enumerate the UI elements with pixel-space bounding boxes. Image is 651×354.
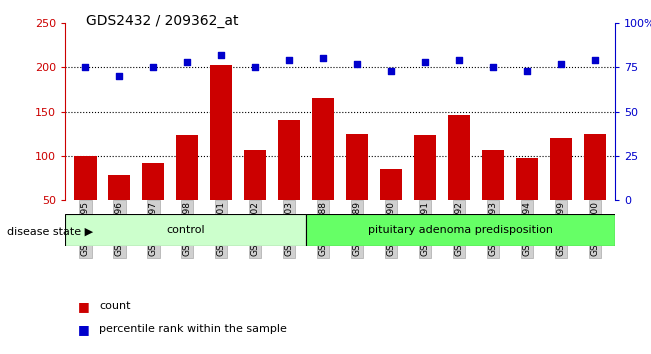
Point — [420, 59, 430, 65]
Point — [386, 68, 396, 74]
Point — [148, 64, 159, 70]
Text: count: count — [99, 301, 130, 311]
Bar — [109, 175, 130, 200]
Bar — [550, 138, 572, 200]
Point — [114, 73, 124, 79]
Bar — [584, 133, 606, 200]
Point — [182, 59, 193, 65]
Point — [284, 57, 294, 63]
Bar — [306, 214, 615, 246]
Text: ■: ■ — [78, 300, 90, 313]
Point — [521, 68, 532, 74]
Bar — [312, 98, 334, 200]
Text: disease state ▶: disease state ▶ — [7, 227, 92, 237]
Bar — [414, 135, 436, 200]
Text: pituitary adenoma predisposition: pituitary adenoma predisposition — [368, 225, 553, 235]
Text: ■: ■ — [78, 323, 90, 336]
Point — [454, 57, 464, 63]
Point — [80, 64, 90, 70]
Bar — [346, 133, 368, 200]
Bar — [176, 135, 199, 200]
Bar — [143, 163, 165, 200]
Bar — [516, 159, 538, 200]
Bar — [482, 149, 504, 200]
Text: GDS2432 / 209362_at: GDS2432 / 209362_at — [87, 14, 239, 28]
Bar — [380, 169, 402, 200]
Point — [556, 61, 566, 67]
Point — [352, 61, 363, 67]
Bar — [74, 156, 96, 200]
Point — [216, 52, 227, 58]
Bar — [244, 149, 266, 200]
Point — [318, 56, 328, 61]
Point — [250, 64, 260, 70]
Point — [590, 57, 600, 63]
Bar — [65, 214, 306, 246]
Bar — [448, 115, 470, 200]
Bar — [278, 120, 300, 200]
Text: control: control — [166, 225, 205, 235]
Point — [488, 64, 498, 70]
Bar — [210, 65, 232, 200]
Text: percentile rank within the sample: percentile rank within the sample — [99, 324, 287, 334]
